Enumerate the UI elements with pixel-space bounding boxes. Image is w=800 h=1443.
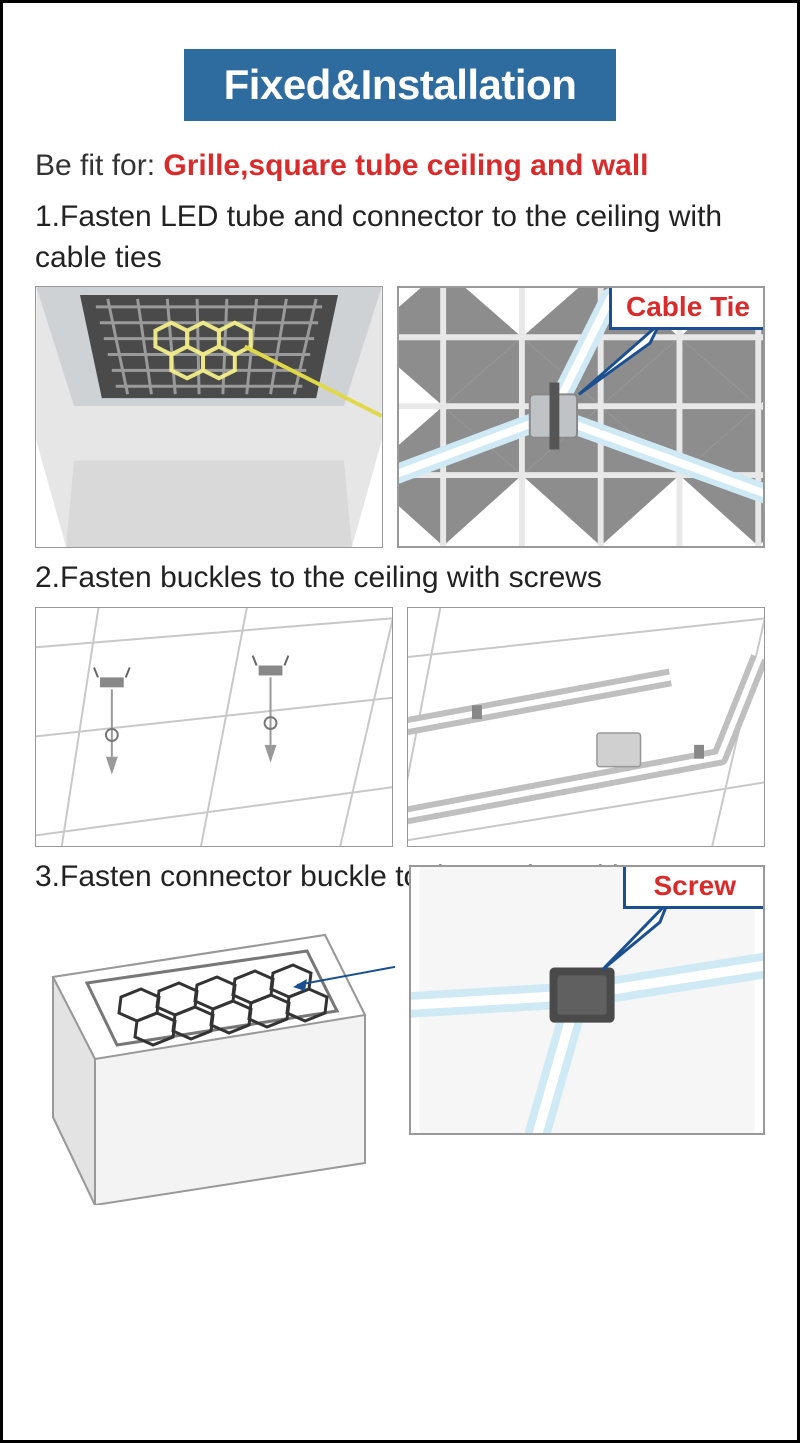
fit-for-label: Be fit for: — [35, 149, 163, 182]
step-1-images: Cable Tie — [35, 286, 765, 548]
fit-for-line: Be fit for: Grille,square tube ceiling a… — [35, 149, 765, 183]
title-banner: Fixed&Installation — [184, 49, 617, 121]
page-frame: Fixed&Installation Be fit for: Grille,sq… — [0, 0, 800, 1443]
screw-callout: Screw — [623, 865, 766, 909]
step3-left-panel — [35, 905, 395, 1210]
step1-left-panel — [35, 286, 383, 548]
step-2-images — [35, 607, 765, 847]
step-1-text: 1.Fasten LED tube and connector to the c… — [35, 197, 765, 278]
ceiling-room-svg — [36, 287, 382, 547]
step-2-text: 2.Fasten buckles to the ceiling with scr… — [35, 558, 765, 599]
fit-for-value: Grille,square tube ceiling and wall — [163, 149, 648, 182]
step1-right-panel: Cable Tie — [397, 286, 765, 548]
step3-right-panel: Screw — [409, 865, 765, 1135]
step-3-images: Screw — [35, 905, 765, 1205]
tubes-frame-svg — [408, 608, 764, 846]
buckles-svg — [36, 608, 392, 846]
box-hex-svg — [35, 905, 395, 1205]
step2-right-panel — [407, 607, 765, 847]
cable-tie-callout: Cable Tie — [609, 286, 765, 330]
step2-left-panel — [35, 607, 393, 847]
